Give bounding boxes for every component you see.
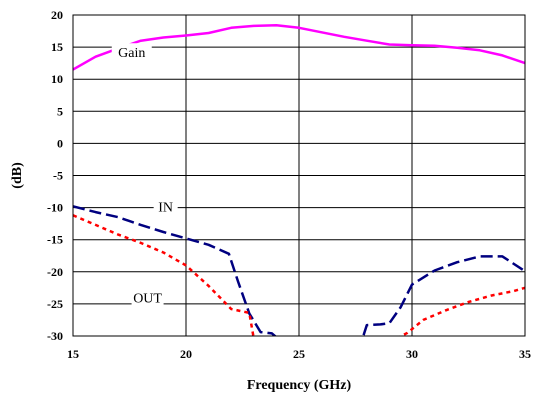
annotations: Gain IN OUT	[111, 43, 178, 307]
tick-labels: 20 15 10 5 0 -5 -10 -15 -20 -25 -30 15 20 25 30 35	[47, 8, 531, 361]
series	[73, 24, 525, 336]
y-tick-label: 5	[57, 104, 63, 118]
y-tick-label: -15	[47, 233, 63, 247]
y-tick-label: -10	[47, 201, 63, 215]
y-tick-label: 20	[51, 8, 63, 22]
grid	[73, 15, 525, 336]
annotation-background	[111, 43, 152, 62]
annotation-label: OUT	[133, 291, 162, 306]
series-line-in	[73, 205, 525, 336]
annotation-background	[153, 197, 178, 216]
plot-frame	[72, 14, 526, 337]
x-tick-label: 15	[67, 347, 79, 361]
y-tick-label: 10	[51, 72, 63, 86]
x-tick-label: 30	[406, 347, 418, 361]
y-tick-label: -30	[47, 329, 63, 343]
y-axis-title: (dB)	[10, 162, 25, 189]
y-tick-label: -25	[47, 297, 63, 311]
x-tick-label: 35	[519, 347, 531, 361]
annotation-label: Gain	[118, 46, 145, 61]
x-tick-label: 25	[293, 347, 305, 361]
series-line-gain	[73, 24, 525, 71]
y-tick-label: 0	[57, 136, 63, 150]
y-tick-label: 15	[51, 40, 63, 54]
annotation-background	[131, 288, 164, 307]
x-axis-title: Frequency (GHz)	[247, 378, 352, 393]
annotation-label: IN	[158, 200, 173, 215]
y-tick-label: -20	[47, 265, 63, 279]
y-tick-label: -5	[53, 169, 63, 183]
series-line-out	[73, 214, 525, 336]
x-tick-label: 20	[180, 347, 192, 361]
